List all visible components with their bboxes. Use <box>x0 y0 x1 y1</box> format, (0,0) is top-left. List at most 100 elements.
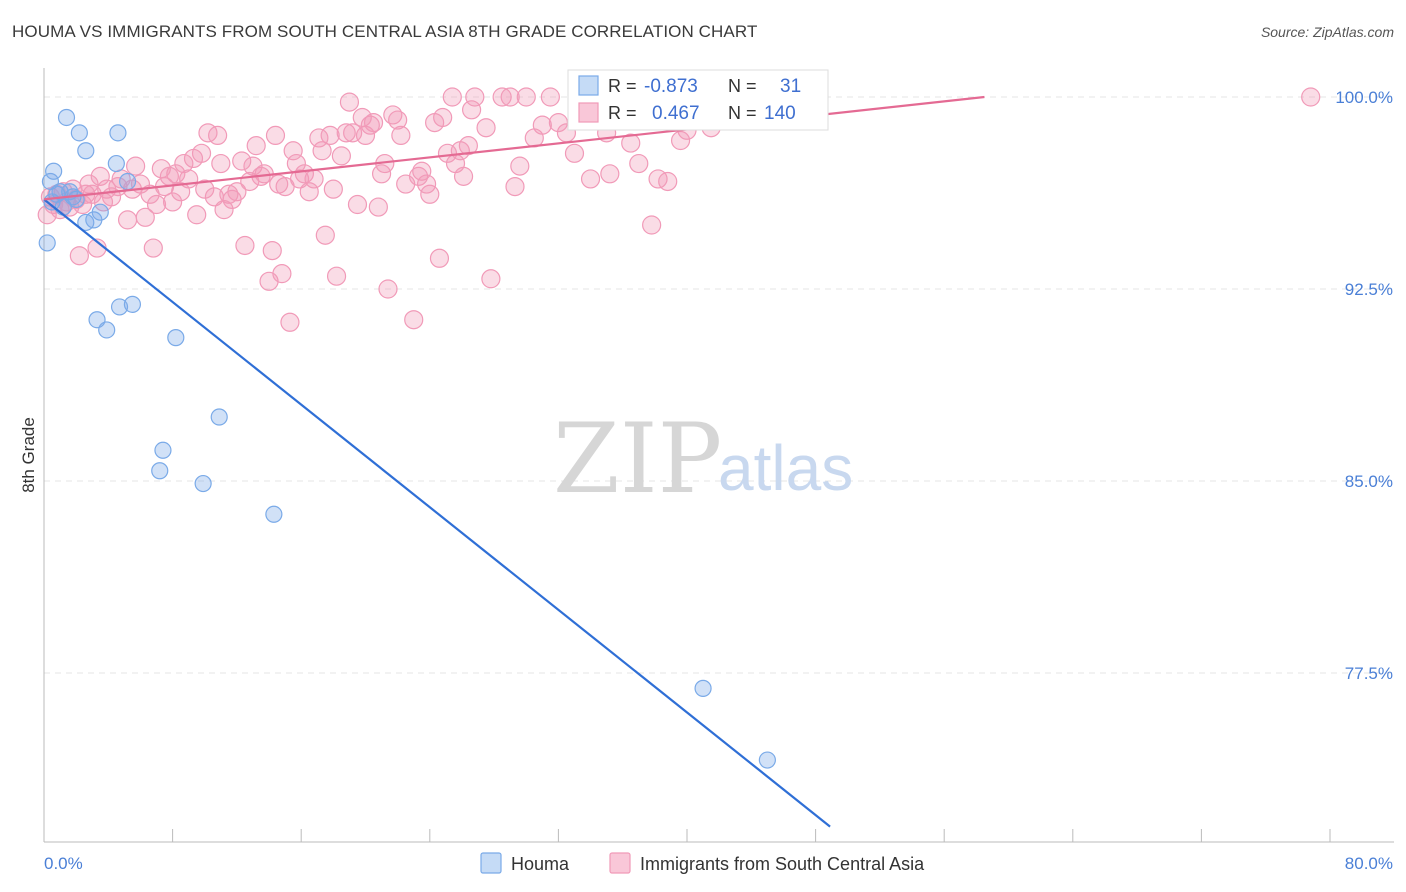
immigrants-point <box>166 164 186 184</box>
immigrants-point <box>416 174 437 194</box>
houma-stat-swatch <box>578 75 599 96</box>
immigrants-point <box>433 107 453 128</box>
immigrants-point <box>621 133 641 153</box>
watermark-atlas: atlas <box>718 432 853 504</box>
immigrants-r-label: R = <box>608 103 637 123</box>
houma-point <box>110 298 129 316</box>
y-tick-label: 85.0% <box>1345 472 1393 491</box>
houma-point <box>109 124 127 142</box>
y-tick-label: 77.5% <box>1345 664 1393 683</box>
houma-n-value: 31 <box>780 76 801 97</box>
y-tick-label: 92.5% <box>1345 280 1393 299</box>
immigrants-point <box>505 177 525 197</box>
immigrants-point <box>670 130 691 151</box>
immigrants-point <box>465 87 485 107</box>
immigrants-point <box>265 125 286 145</box>
immigrants-point <box>658 171 678 192</box>
watermark-zip: ZIP <box>553 403 722 515</box>
houma-n-label: N = <box>728 76 757 96</box>
y-tick-labels: 100.0% 92.5% 85.0% 77.5% <box>1335 88 1393 683</box>
immigrants-points <box>37 87 1321 332</box>
legend-houma-swatch <box>480 852 502 874</box>
immigrants-point <box>174 153 194 174</box>
legend-immigrants-label: Immigrants from South Central Asia <box>640 854 925 874</box>
immigrants-point <box>235 235 255 256</box>
immigrants-point <box>146 194 167 215</box>
y-axis-title: 8th Grade <box>19 417 38 493</box>
immigrants-point <box>227 182 247 202</box>
houma-point <box>107 154 125 173</box>
immigrants-point <box>339 92 360 112</box>
immigrants-point <box>429 248 450 268</box>
chart-title: HOUMA VS IMMIGRANTS FROM SOUTH CENTRAL A… <box>12 22 758 41</box>
immigrants-point <box>232 151 252 171</box>
houma-point <box>118 172 137 191</box>
houma-trend-line <box>43 198 831 828</box>
immigrants-point <box>363 112 384 133</box>
immigrants-point <box>211 153 231 174</box>
immigrants-point <box>143 238 163 258</box>
houma-r-label: R = <box>608 76 637 96</box>
stats-box: R = -0.873 N = 31 R = 0.467 N = 140 <box>567 69 829 131</box>
houma-point <box>694 679 712 697</box>
legend: Houma Immigrants from South Central Asia <box>480 852 925 874</box>
immigrants-point <box>453 166 474 186</box>
stats-box-frame <box>567 69 829 131</box>
immigrants-stat-swatch <box>578 102 599 123</box>
axes <box>43 68 1394 843</box>
houma-point <box>38 234 56 252</box>
houma-point <box>167 329 185 347</box>
immigrants-point <box>304 169 324 189</box>
immigrants-point <box>1301 87 1321 107</box>
immigrants-point <box>126 156 146 176</box>
immigrants-point <box>580 169 601 189</box>
immigrants-point <box>408 166 429 186</box>
immigrants-point <box>461 100 482 120</box>
immigrants-point <box>564 143 585 163</box>
immigrants-point <box>368 197 388 217</box>
x-tick-label: 80.0% <box>1345 854 1393 873</box>
immigrants-point <box>360 115 380 135</box>
immigrants-point <box>420 184 440 204</box>
houma-point <box>91 203 109 221</box>
houma-point <box>57 108 76 127</box>
immigrants-point <box>391 125 411 145</box>
immigrants-point <box>272 264 292 284</box>
immigrants-point <box>404 310 424 330</box>
immigrants-point <box>442 87 462 107</box>
immigrants-point <box>388 110 408 130</box>
houma-point <box>77 142 95 160</box>
immigrants-point <box>191 143 212 163</box>
legend-immigrants-swatch <box>609 852 631 874</box>
immigrants-point <box>481 269 501 289</box>
immigrants-n-value: 140 <box>764 103 796 124</box>
immigrants-point <box>309 128 329 148</box>
immigrants-point <box>135 207 155 227</box>
immigrants-point <box>79 174 99 194</box>
immigrants-point <box>516 87 536 107</box>
x-tick-label: 0.0% <box>44 854 83 873</box>
houma-point <box>123 295 142 313</box>
immigrants-point <box>243 156 263 176</box>
immigrants-n-label: N = <box>728 103 757 123</box>
immigrants-point <box>347 194 368 215</box>
houma-point <box>98 321 116 339</box>
immigrants-point <box>294 164 315 184</box>
immigrants-point <box>600 164 620 184</box>
houma-point <box>70 124 88 142</box>
immigrants-point <box>246 136 266 156</box>
immigrants-point <box>283 141 303 161</box>
immigrants-point <box>195 179 215 199</box>
immigrants-point <box>548 112 569 133</box>
immigrants-point <box>320 125 340 145</box>
houma-point <box>154 441 172 459</box>
immigrants-point <box>214 200 234 220</box>
immigrants-point <box>371 164 392 184</box>
immigrants-point <box>187 205 207 225</box>
immigrants-point <box>326 266 347 286</box>
houma-point <box>194 474 212 493</box>
immigrants-r-value: 0.467 <box>652 103 700 124</box>
immigrants-point <box>336 123 356 143</box>
immigrants-point <box>642 215 662 235</box>
houma-point <box>265 505 283 523</box>
